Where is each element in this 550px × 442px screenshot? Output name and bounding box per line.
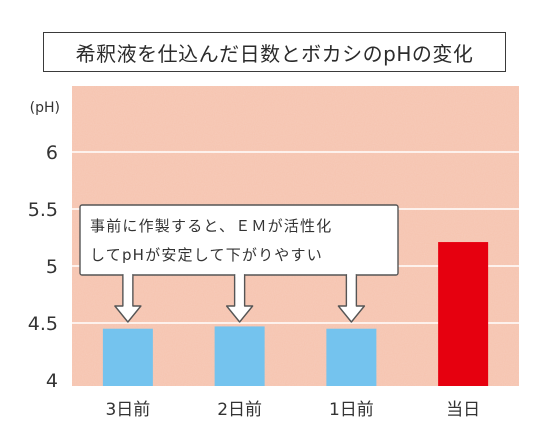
bar — [326, 328, 377, 386]
x-tick-label: 当日 — [446, 400, 480, 420]
chart-title: 希釈液を仕込んだ日数とボカシのpHの変化 — [43, 32, 506, 72]
annotation-arrow — [114, 274, 142, 323]
annotation-box — [79, 204, 399, 276]
y-tick-label: 5 — [46, 256, 58, 278]
annotation-arrow — [225, 274, 254, 323]
bar — [438, 242, 489, 386]
arrow-joint — [347, 273, 356, 277]
y-tick-label: 6 — [46, 142, 58, 164]
x-tick-label: 1日前 — [329, 400, 374, 420]
annotation-text: してpHが安定して下がりやすい — [90, 246, 323, 264]
bar — [214, 326, 265, 386]
y-tick-label: 4 — [46, 370, 58, 392]
annotation-text: 事前に作製すると、ＥＭが活性化 — [90, 217, 332, 235]
y-axis-label: (pH) — [30, 100, 60, 116]
bar — [102, 328, 153, 386]
y-tick-label: 5.5 — [28, 199, 58, 221]
arrow-joint — [123, 273, 133, 277]
x-tick-label: 3日前 — [105, 400, 150, 420]
y-tick-label: 4.5 — [28, 313, 58, 335]
annotation-arrow — [337, 274, 366, 323]
x-tick-label: 2日前 — [217, 400, 262, 420]
arrow-joint — [235, 273, 244, 277]
